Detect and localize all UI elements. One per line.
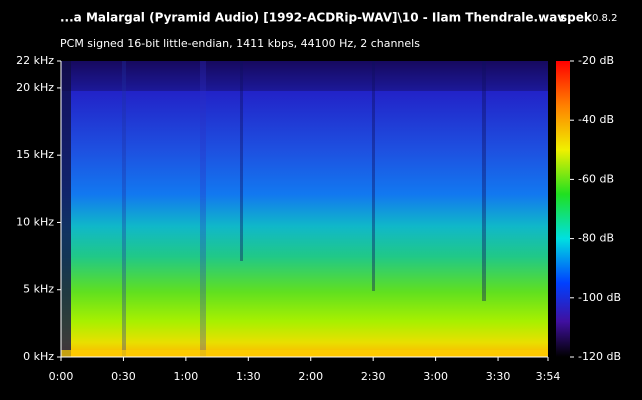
color-bar-label: -20 dB: [578, 54, 614, 67]
app-name: spek: [560, 11, 593, 25]
x-tick-label: 2:30: [361, 370, 386, 383]
spectrogram: [61, 61, 548, 357]
file-title: ...a Malargal (Pyramid Audio) [1992-ACDR…: [60, 11, 565, 25]
y-tick-label: 15 kHz: [16, 148, 54, 161]
y-tick-label: 20 kHz: [16, 81, 54, 94]
color-bar-label: -100 dB: [578, 291, 621, 304]
y-tick-label: 5 kHz: [23, 283, 54, 296]
audio-info: PCM signed 16-bit little-endian, 1411 kb…: [60, 37, 420, 50]
y-tick-label: 22 kHz: [16, 54, 54, 67]
x-tick-label: 3:54: [536, 370, 561, 383]
y-tick-label: 10 kHz: [16, 215, 54, 228]
y-tick-label: 0 kHz: [23, 350, 54, 363]
x-tick-label: 3:00: [423, 370, 448, 383]
x-tick-label: 0:30: [111, 370, 136, 383]
color-bar-label: -80 dB: [578, 232, 614, 245]
x-tick-label: 1:00: [174, 370, 199, 383]
app-version: 0.8.2: [592, 13, 617, 24]
x-tick-label: 1:30: [236, 370, 261, 383]
x-tick-label: 2:00: [298, 370, 323, 383]
x-tick-label: 3:30: [486, 370, 511, 383]
color-bar-label: -60 dB: [578, 172, 614, 185]
color-bar: [556, 61, 570, 357]
color-bar-label: -40 dB: [578, 113, 614, 126]
x-tick-label: 0:00: [49, 370, 74, 383]
color-bar-label: -120 dB: [578, 350, 621, 363]
